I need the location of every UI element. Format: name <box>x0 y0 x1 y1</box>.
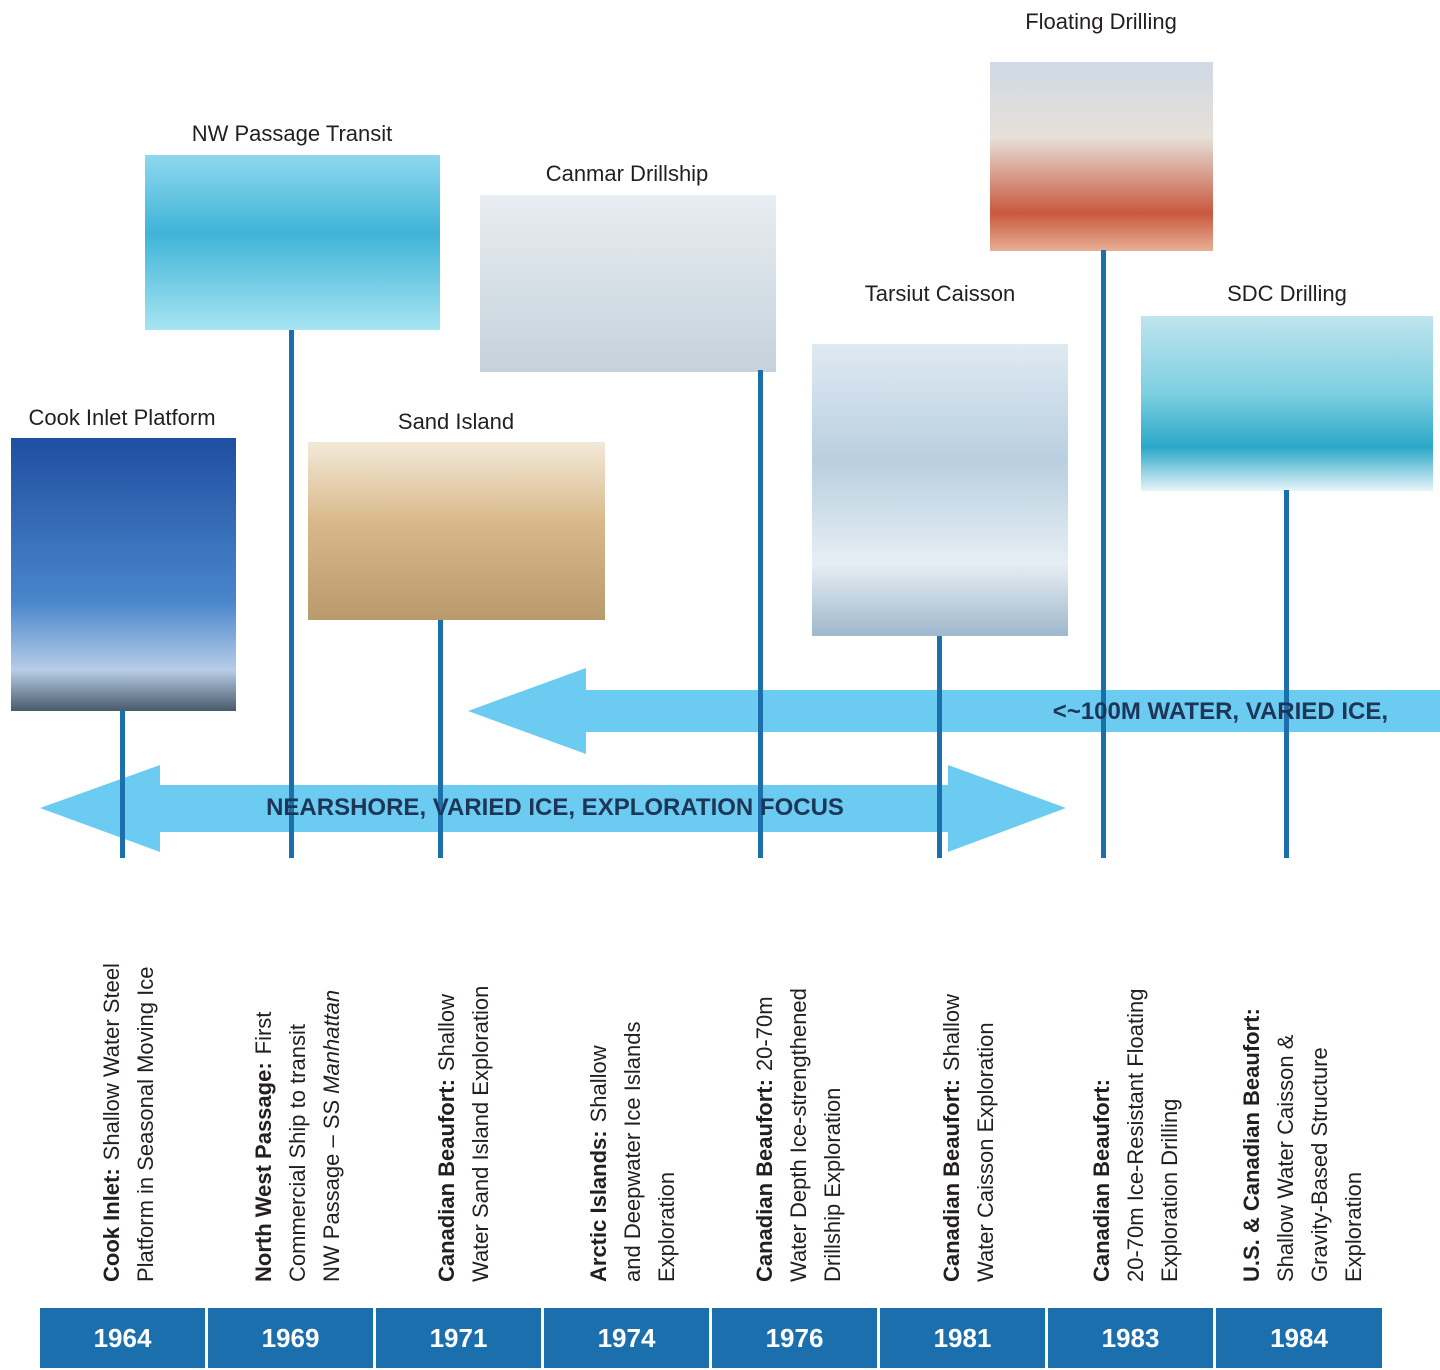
timeline-line <box>758 370 763 858</box>
description-line: Exploration Drilling <box>1153 989 1187 1282</box>
line-text: Exploration <box>654 1171 679 1282</box>
year-cell: 1984 <box>1216 1308 1382 1368</box>
line-text: Exploration <box>1341 1171 1366 1282</box>
description-line: Exploration <box>1337 1000 1371 1282</box>
line-text: Water Depth Ice-strengthened <box>786 988 811 1282</box>
line-text: Water Caisson Exploration <box>973 1022 998 1282</box>
timeline-line <box>289 330 294 858</box>
photo-label: Floating Drilling <box>1025 9 1177 34</box>
description-line: and Deepwater Ice Islands <box>616 1022 650 1283</box>
description-line: Water Depth Ice-strengthened <box>782 988 816 1282</box>
line-text: Shallow Water Steel <box>99 963 124 1161</box>
year-cell: 1969 <box>208 1308 373 1368</box>
line-text: Drillship Exploration <box>820 1087 845 1282</box>
description-line: Water Sand Island Exploration <box>464 986 498 1282</box>
photo-label: Canmar Drillship <box>545 161 709 186</box>
photo <box>308 442 605 620</box>
description-line: Canadian Beaufort: <box>1085 989 1119 1282</box>
description-line: Canadian Beaufort: 20-70m <box>748 988 782 1282</box>
entry-description: Canadian Beaufort: Shallow Water Caisson E… <box>935 994 1003 1282</box>
entry-heading: North West Passage: <box>251 1062 276 1282</box>
description-line: NW Passage – SS Manhattan <box>315 990 349 1282</box>
entry-heading: Canadian Beaufort: <box>939 1079 964 1282</box>
line-text: Platform in Seasonal Moving Ice <box>133 966 158 1283</box>
description-line: Arctic Islands: Shallow <box>582 1022 616 1282</box>
line-text: Exploration Drilling <box>1157 1098 1182 1282</box>
line-text: First <box>251 1011 276 1055</box>
photo <box>480 195 776 372</box>
year-cell: 1964 <box>40 1308 205 1368</box>
description-line: Platform in Seasonal Moving Ice <box>129 963 163 1283</box>
year-cell: 1983 <box>1048 1308 1213 1368</box>
line-text: NW Passage – SS <box>319 1099 344 1282</box>
photo-label: NW Passage Transit <box>191 121 393 146</box>
timeline-line <box>120 710 125 858</box>
entry-heading: Arctic Islands: <box>586 1130 611 1282</box>
photo-label: Tarsiut Caisson <box>864 281 1016 306</box>
year-cell: 1981 <box>880 1308 1045 1368</box>
entry-description: North West Passage: First Commercial Ship … <box>247 990 349 1282</box>
italic-text: Manhattan <box>319 989 344 1094</box>
photo <box>145 155 440 330</box>
description-line: Water Caisson Exploration <box>969 994 1003 1282</box>
line-text: Gravity-Based Structure <box>1307 1047 1332 1282</box>
entry-description: Canadian Beaufort: 20-70m Ice-Resistant F… <box>1085 989 1187 1282</box>
line-text: Shallow <box>939 994 964 1072</box>
photo-label: SDC Drilling <box>1227 281 1347 306</box>
line-text: Shallow Water Caisson & <box>1273 1034 1298 1282</box>
timeline-line <box>438 620 443 858</box>
entry-description: U.S. & Canadian Beaufort: Shallow Water C… <box>1235 1000 1371 1282</box>
line-text: 20-70m Ice-Resistant Floating <box>1123 988 1148 1282</box>
description-line: Commercial Ship to transit <box>281 990 315 1282</box>
photo <box>812 344 1068 636</box>
line-text: Shallow <box>434 994 459 1072</box>
entry-heading: Cook Inlet: <box>99 1168 124 1282</box>
entry-description: Cook Inlet: Shallow Water Steel Platform i… <box>95 963 163 1282</box>
description-line: Cook Inlet: Shallow Water Steel <box>95 963 129 1282</box>
photo <box>11 438 236 711</box>
year-cell: 1974 <box>544 1308 709 1368</box>
timeline-line <box>937 636 942 858</box>
timeline-line <box>1284 490 1289 858</box>
entry-heading: Canadian Beaufort: <box>752 1079 777 1282</box>
line-text: 20-70m <box>752 996 777 1072</box>
description-line: Canadian Beaufort: Shallow <box>430 986 464 1282</box>
line-text: and Deepwater Ice Islands <box>620 1021 645 1283</box>
year-cell: 1976 <box>712 1308 877 1368</box>
description-line: North West Passage: First <box>247 990 281 1282</box>
line-text: Shallow <box>586 1045 611 1123</box>
arrow-label: NEARSHORE, VARIED ICE, EXPLORATION FOCUS <box>266 794 844 821</box>
photo <box>1141 316 1433 491</box>
photo-label: Sand Island <box>397 409 515 434</box>
description-line: Gravity-Based Structure <box>1303 1000 1337 1282</box>
description-line: Drillship Exploration <box>816 988 850 1282</box>
line-text: Commercial Ship to transit <box>285 1024 310 1282</box>
photo-label: Cook Inlet Platform <box>28 405 216 430</box>
year-cell: 1971 <box>376 1308 541 1368</box>
arrow-lower <box>40 765 1066 852</box>
description-line: Exploration <box>650 1022 684 1282</box>
line-text: Water Sand Island Exploration <box>468 985 493 1282</box>
description-line: U.S. & Canadian Beaufort: <box>1235 1000 1269 1282</box>
photo <box>990 62 1213 251</box>
description-line: Shallow Water Caisson & <box>1269 1000 1303 1282</box>
description-line: Canadian Beaufort: Shallow <box>935 994 969 1282</box>
entry-description: Canadian Beaufort: Shallow Water Sand Isla… <box>430 986 498 1282</box>
entry-heading: U.S. & Canadian Beaufort: <box>1239 1008 1264 1282</box>
entry-description: Canadian Beaufort: 20-70m Water Depth Ice-… <box>748 988 850 1282</box>
entry-heading: Canadian Beaufort: <box>1089 1079 1114 1282</box>
arrow-upper <box>468 668 1440 754</box>
arrow-label: <~100M WATER, VARIED ICE, <box>1052 698 1388 725</box>
timeline-line <box>1101 250 1106 858</box>
entry-description: Arctic Islands: Shallow and Deepwater Ice … <box>582 1022 684 1283</box>
entry-heading: Canadian Beaufort: <box>434 1079 459 1282</box>
description-line: 20-70m Ice-Resistant Floating <box>1119 989 1153 1282</box>
